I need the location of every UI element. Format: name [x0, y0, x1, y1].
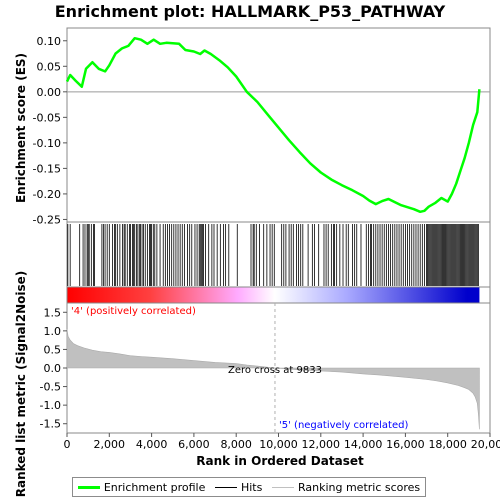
- es-y-tick-label: 0.05: [37, 60, 62, 73]
- es-y-tick-label: -0.20: [33, 188, 61, 201]
- es-y-tick-label: -0.25: [33, 213, 61, 226]
- hits-panel: [66, 221, 491, 288]
- rank-gradient-fill: [67, 287, 480, 303]
- rank-gradient-bar: [66, 286, 491, 304]
- ranking-metric-area: [66, 328, 480, 430]
- legend-swatch-hits: [214, 486, 237, 488]
- x-tick-label: 14,000: [344, 438, 383, 451]
- metric-y-tick-label: 0.5: [44, 343, 62, 356]
- metric-y-tick-label: -1.5: [40, 418, 61, 431]
- positive-annotation: '4' (positively correlated): [71, 306, 196, 317]
- metric-y-tick-label: -0.5: [40, 381, 61, 394]
- legend-swatch-ranking-metric: [271, 486, 294, 488]
- es-frame: [66, 27, 491, 223]
- metric-panel: 1.5 1.0 0.5 0.0 -0.5 -1.0 -1.5: [40, 302, 491, 434]
- es-y-tick-label: -0.15: [33, 162, 61, 175]
- legend-label-enrichment-profile: Enrichment profile: [103, 480, 206, 494]
- x-tick-label: 10,000: [259, 438, 298, 451]
- x-tick-label: 0: [64, 438, 71, 451]
- x-tick-label: 20,000: [471, 438, 500, 451]
- es-y-tick-label: 0.00: [37, 86, 62, 99]
- x-axis-label: Rank in Ordered Dataset: [196, 454, 364, 468]
- es-panel: 0.10 0.05 0.00 -0.05 -0.10 -0.15 -0.20 -0.25: [33, 27, 491, 226]
- negative-annotation: '5' (negatively correlated): [279, 420, 408, 431]
- x-tick-label: 2,000: [94, 438, 126, 451]
- x-axis: 0 2,000 4,000 6,000 8,000 10,000 12,000 14,000 1…: [64, 433, 500, 451]
- legend-item-hits: Hits: [214, 480, 263, 494]
- x-tick-label: 12,000: [302, 438, 341, 451]
- legend-label-ranking-metric: Ranking metric scores: [297, 480, 421, 494]
- es-y-tick-label: 0.10: [37, 35, 62, 48]
- legend: Enrichment profile Hits Ranking metric s…: [72, 477, 426, 497]
- metric-axis-label: Ranked list metric (Signal2Noise): [14, 271, 28, 498]
- legend-label-hits: Hits: [240, 480, 263, 494]
- x-tick-label: 6,000: [178, 438, 210, 451]
- zero-cross-annotation: Zero cross at 9833: [228, 365, 322, 376]
- metric-y-tick-label: 0.0: [44, 362, 62, 375]
- es-y-tick-label: -0.05: [33, 111, 61, 124]
- x-tick-label: 18,000: [428, 438, 467, 451]
- legend-item-enrichment-profile: Enrichment profile: [77, 480, 206, 494]
- es-y-tick-label: -0.10: [33, 137, 61, 150]
- metric-y-tick-label: 1.5: [44, 306, 62, 319]
- metric-y-tick-label: 1.0: [44, 325, 62, 338]
- es-axis-label: Enrichment score (ES): [14, 53, 28, 203]
- x-tick-label: 16,000: [386, 438, 425, 451]
- enrichment-profile-line: [65, 36, 481, 214]
- legend-swatch-enrichment-profile: [77, 485, 100, 489]
- chart-title: Enrichment plot: HALLMARK_P53_PATHWAY: [55, 2, 446, 21]
- x-tick-label: 8,000: [220, 438, 252, 451]
- x-tick-label: 4,000: [136, 438, 168, 451]
- metric-y-tick-label: -1.0: [40, 399, 61, 412]
- legend-item-ranking-metric: Ranking metric scores: [271, 480, 421, 494]
